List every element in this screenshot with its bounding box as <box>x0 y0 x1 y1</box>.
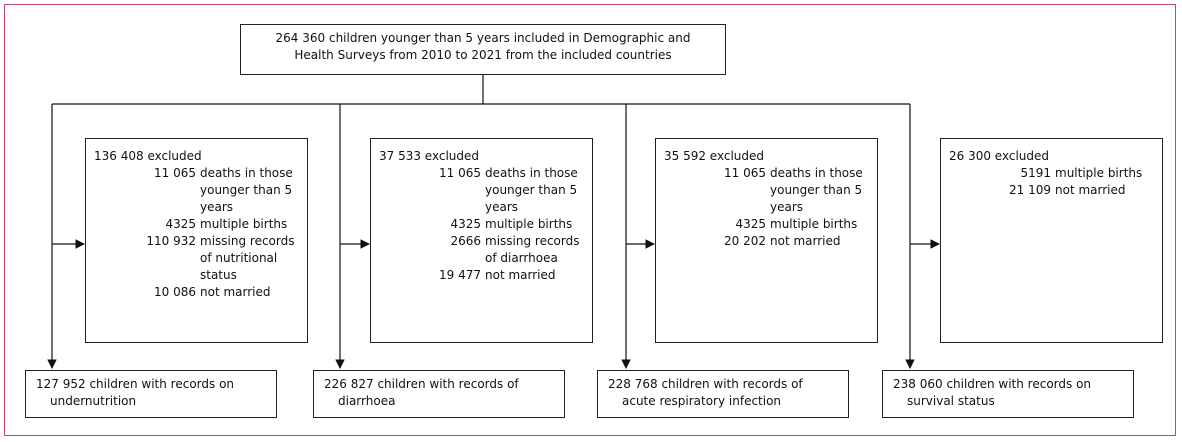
item-number: 4325 <box>450 217 481 231</box>
excluded-title: 136 408 excluded <box>94 149 202 163</box>
excluded-box: 136 408 excluded 11 065 deaths in those yo… <box>85 138 308 343</box>
excluded-item: 19 477 not married <box>379 267 584 284</box>
item-text: deaths in those younger than 5 years <box>200 166 293 214</box>
item-text: not married <box>770 234 841 248</box>
result-box: 238 060 children with records on surviva… <box>882 370 1134 418</box>
excluded-item: 4325 multiple births <box>664 216 869 233</box>
item-number: 11 065 <box>154 166 196 180</box>
excluded-title: 35 592 excluded <box>664 149 765 163</box>
item-text: deaths in those younger than 5 years <box>770 166 863 214</box>
item-text: missing records of diarrhoea <box>485 234 580 265</box>
frame <box>4 4 1176 436</box>
excluded-item: 11 065 deaths in those younger than 5 yea… <box>379 165 584 216</box>
item-number: 11 065 <box>724 166 766 180</box>
result-box: 127 952 children with records on undernu… <box>25 370 277 418</box>
item-number: 5191 <box>1020 166 1051 180</box>
item-number: 10 086 <box>154 285 196 299</box>
excluded-box: 26 300 excluded 5191 multiple births 21 109… <box>940 138 1163 343</box>
item-number: 19 477 <box>439 268 481 282</box>
excluded-item: 11 065 deaths in those younger than 5 yea… <box>664 165 869 216</box>
excluded-item: 4325 multiple births <box>94 216 299 233</box>
item-number: 4325 <box>165 217 196 231</box>
item-number: 21 109 <box>1009 183 1051 197</box>
excluded-title: 26 300 excluded <box>949 149 1050 163</box>
top-box: 264 360 children younger than 5 years in… <box>240 24 726 75</box>
item-text: multiple births <box>200 217 288 231</box>
excluded-item: 5191 multiple births <box>949 165 1154 182</box>
excluded-item: 20 202 not married <box>664 233 869 250</box>
item-number: 110 932 <box>146 234 196 248</box>
excluded-item: 110 932 missing records of nutritional st… <box>94 233 299 284</box>
item-text: deaths in those younger than 5 years <box>485 166 578 214</box>
result-box: 228 768 children with records of acute r… <box>597 370 849 418</box>
excluded-item: 21 109 not married <box>949 182 1154 199</box>
item-text: multiple births <box>485 217 573 231</box>
item-text: not married <box>485 268 556 282</box>
excluded-item: 4325 multiple births <box>379 216 584 233</box>
excluded-item: 10 086 not married <box>94 284 299 301</box>
result-box: 226 827 children with records of diarrho… <box>313 370 565 418</box>
excluded-box: 37 533 excluded 11 065 deaths in those you… <box>370 138 593 343</box>
excluded-title: 37 533 excluded <box>379 149 480 163</box>
item-text: multiple births <box>1055 166 1143 180</box>
item-text: missing records of nutritional status <box>200 234 295 282</box>
item-text: not married <box>1055 183 1126 197</box>
item-number: 11 065 <box>439 166 481 180</box>
excluded-item: 2666 missing records of diarrhoea <box>379 233 584 267</box>
excluded-box: 35 592 excluded 11 065 deaths in those you… <box>655 138 878 343</box>
item-number: 4325 <box>735 217 766 231</box>
item-number: 20 202 <box>724 234 766 248</box>
item-number: 2666 <box>450 234 481 248</box>
excluded-item: 11 065 deaths in those younger than 5 yea… <box>94 165 299 216</box>
item-text: multiple births <box>770 217 858 231</box>
item-text: not married <box>200 285 271 299</box>
